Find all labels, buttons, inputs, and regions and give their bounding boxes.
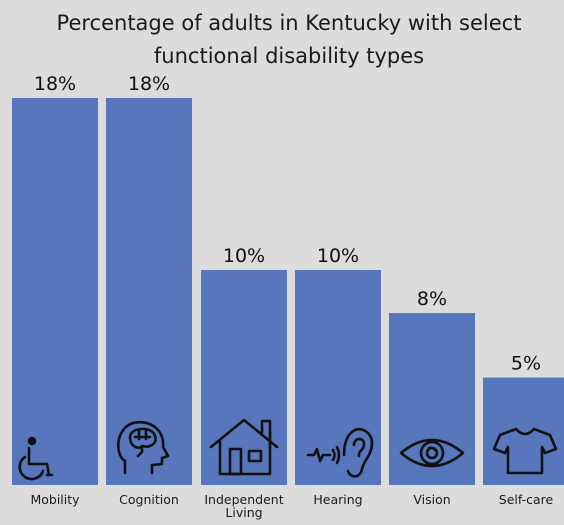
value-label-mobility: 18% — [34, 73, 76, 95]
category-label-vision: Vision — [413, 492, 450, 507]
value-label-self-care: 5% — [511, 353, 541, 375]
chart-title-line-1: Percentage of adults in Kentucky with se… — [57, 11, 522, 35]
bar-mobility — [12, 98, 98, 485]
category-label-mobility: Mobility — [30, 492, 80, 507]
eye-icon — [399, 438, 465, 468]
icons-layer — [18, 418, 558, 481]
bar-independent-living — [201, 270, 287, 485]
shirt-icon — [492, 427, 558, 475]
ear-icon — [306, 427, 374, 478]
category-label-self-care: Self-care — [499, 492, 554, 507]
category-label-cognition: Cognition — [119, 492, 179, 507]
house-icon — [209, 418, 279, 476]
bar-self-care — [483, 377, 564, 485]
bar-cognition — [106, 98, 192, 485]
wheelchair-icon — [18, 436, 54, 481]
value-label-independent-living: 10% — [223, 245, 265, 267]
category-label-independent-living-line-1: Independent — [204, 492, 283, 507]
value-label-hearing: 10% — [317, 245, 359, 267]
category-label-independent-living-line-2: Living — [225, 505, 262, 520]
value-label-cognition: 18% — [128, 73, 170, 95]
value-label-vision: 8% — [417, 288, 447, 310]
chart-title-line-2: functional disability types — [154, 44, 424, 68]
bars-layer — [12, 98, 564, 485]
category-label-hearing: Hearing — [313, 492, 362, 507]
brain-head-icon — [117, 420, 170, 475]
value-labels-layer: 18% 18% 10% 10% 8% 5% — [34, 73, 541, 375]
